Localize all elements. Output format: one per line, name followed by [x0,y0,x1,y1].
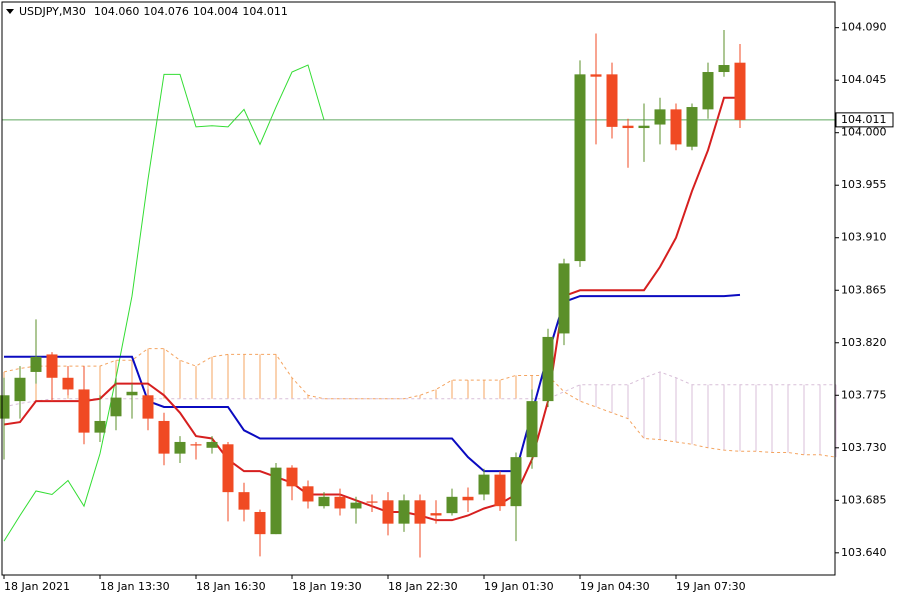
candle-body [158,420,170,454]
y-tick-label: 103.775 [841,388,887,401]
x-tick-label: 18 Jan 13:30 [100,580,170,593]
candle-body [302,486,314,502]
ohlc-value: 104.076 [143,5,189,18]
ohlc-value: 104.060 [94,5,140,18]
candle-body [334,496,346,509]
x-tick-label: 18 Jan 19:30 [292,580,362,593]
candle-body [430,513,442,516]
candle-body [174,441,186,454]
menu-arrow[interactable] [6,9,14,14]
y-tick-label: 103.730 [841,441,887,454]
candle-body [510,457,522,507]
candle-body [446,496,458,514]
candle-body [190,444,202,446]
candle-body [286,467,298,487]
kijun-line [4,293,741,473]
candle-body [238,492,250,510]
candle-body [702,72,714,110]
candle-body [382,500,394,524]
candle-body [270,467,282,535]
plot-frame [1,1,836,576]
candle-body [126,391,138,396]
candle-body [94,420,106,433]
candle-body [46,354,58,378]
candle-body [110,397,122,417]
candle-body [0,395,10,419]
x-tick-label: 19 Jan 01:30 [484,580,554,593]
x-tick-label: 19 Jan 07:30 [676,580,746,593]
ohlc-value: 104.004 [193,5,239,18]
candle-body [222,444,234,493]
plot-area [0,30,837,558]
candle-body [590,74,602,77]
candle-body [494,474,506,507]
candle-body [558,263,570,334]
candle-body [622,125,634,129]
x-tick-label: 18 Jan 2021 [4,580,70,593]
candle-body [462,496,474,501]
candle-body [574,74,586,262]
candle-body [638,125,650,129]
ohlc-value: 104.011 [242,5,288,18]
candle-body [318,496,330,507]
x-tick-label: 18 Jan 16:30 [196,580,266,593]
candle-body [206,441,218,448]
y-tick-label: 103.685 [841,493,887,506]
price-tag [835,112,894,128]
y-tick-label: 104.000 [841,126,887,139]
chart-title: USDJPY,M30 [19,5,86,18]
candle-body [414,500,426,524]
candle-body [606,74,618,127]
candle-body [142,395,154,419]
candle-body [78,389,90,433]
candle-body [254,511,266,535]
candle-body [686,107,698,147]
y-tick-label: 104.045 [841,73,887,86]
candle-body [350,502,362,509]
y-tick-label: 103.820 [841,336,887,349]
y-tick-label: 103.955 [841,178,887,191]
candle-body [654,109,666,125]
candle-body [526,401,538,458]
y-tick-label: 103.640 [841,546,887,559]
candle-body [718,65,730,73]
y-tick-label: 103.865 [841,283,887,296]
candle-body [366,501,378,503]
candle-body [62,377,74,390]
y-tick-label: 103.910 [841,231,887,244]
x-tick-label: 18 Jan 22:30 [388,580,458,593]
price-tag-label: 104.011 [841,113,887,126]
candle-body [478,474,490,495]
candle-body [30,356,42,372]
candle-body [398,500,410,524]
candle-body [14,377,26,402]
candle-body [542,336,554,402]
candle-body [670,109,682,145]
candle-body [734,62,746,120]
x-tick-label: 19 Jan 04:30 [580,580,650,593]
y-tick-label: 104.090 [841,21,887,34]
